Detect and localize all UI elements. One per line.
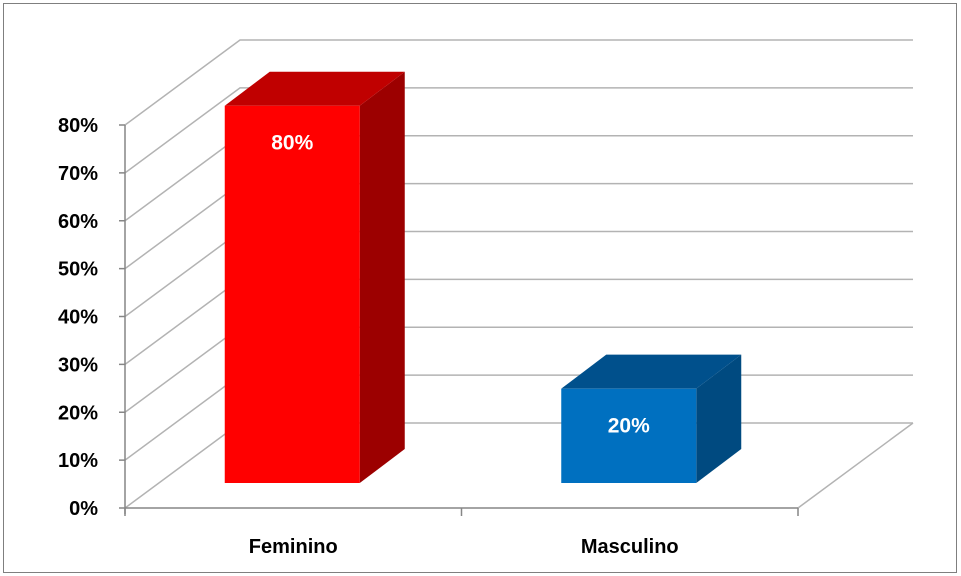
bar-front [224, 105, 360, 484]
data-label: 80% [271, 132, 313, 155]
category-label: Masculino [581, 536, 679, 558]
data-label: 20% [608, 415, 650, 438]
y-tick-label: 10% [58, 450, 98, 472]
axes [119, 124, 799, 516]
y-tick-label: 30% [58, 354, 98, 376]
bar-side [696, 354, 742, 483]
bar-masculino [561, 354, 742, 483]
y-tick-label: 20% [58, 402, 98, 424]
y-tick-label: 40% [58, 307, 98, 329]
y-tick-label: 80% [58, 115, 98, 137]
bar-front [561, 388, 697, 483]
category-label: Feminino [249, 536, 338, 558]
y-tick-label: 0% [69, 498, 98, 520]
bar-top [561, 354, 742, 389]
y-tick-label: 60% [58, 211, 98, 233]
bar-feminino [224, 71, 405, 484]
bar-top [224, 71, 405, 106]
floor-edge [797, 422, 914, 509]
y-tick-label: 70% [58, 163, 98, 185]
bars [224, 71, 742, 484]
y-tick-label: 50% [58, 259, 98, 281]
bar-side [359, 71, 405, 484]
labels: 0% 10% 20% 30% 40% 50% 60% 70% 80% 80% Feminino 20%… [58, 115, 679, 558]
gridline [124, 87, 913, 174]
gridline [124, 39, 913, 126]
